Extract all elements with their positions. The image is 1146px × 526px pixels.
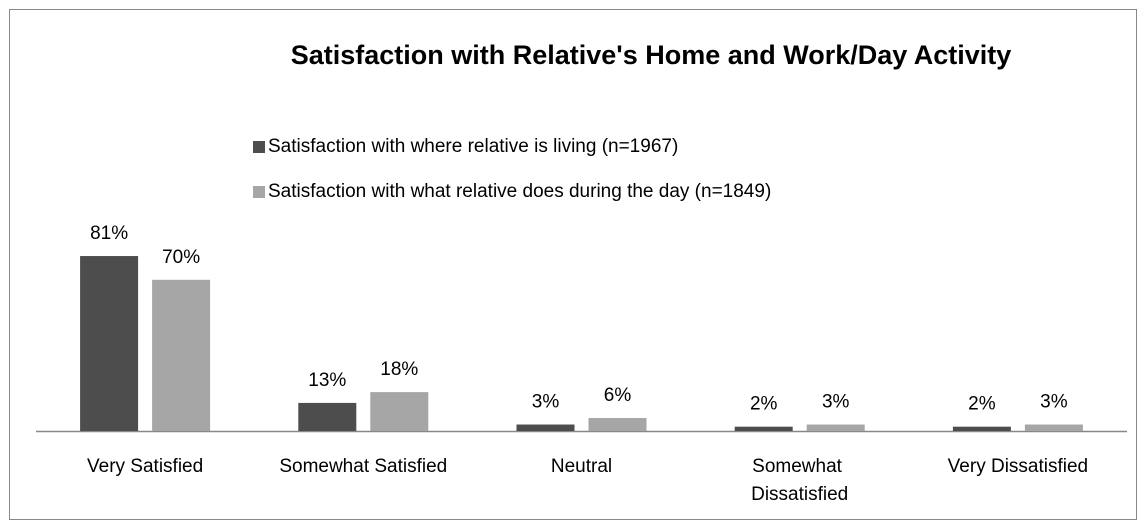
- bar: [734, 426, 793, 431]
- x-tick-label: Very Dissatisfied: [948, 456, 1088, 477]
- bar: [152, 279, 211, 431]
- x-tick-label: Somewhat Satisfied: [279, 456, 447, 477]
- legend-swatch: [253, 186, 265, 198]
- x-tick-label: Somewhat Dissatisfied: [751, 456, 848, 505]
- x-tick-label: Very Satisfied: [87, 456, 203, 477]
- bar: [806, 424, 865, 431]
- bar: [370, 392, 429, 431]
- data-label: 3%: [532, 392, 560, 413]
- data-label: 6%: [604, 385, 632, 406]
- data-label: 18%: [380, 359, 418, 380]
- bar: [1024, 424, 1083, 431]
- bar: [298, 402, 357, 431]
- data-label: 81%: [90, 223, 128, 244]
- legend-label: Satisfaction with where relative is livi…: [268, 136, 678, 157]
- data-label: 13%: [308, 370, 346, 391]
- chart-title: Satisfaction with Relative's Home and Wo…: [291, 40, 1012, 70]
- legend-label: Satisfaction with what relative does dur…: [268, 181, 771, 202]
- data-label: 2%: [968, 394, 996, 415]
- legend-swatch: [253, 141, 265, 153]
- data-label: 3%: [1040, 392, 1068, 413]
- data-label: 3%: [822, 392, 850, 413]
- chart-border: [9, 9, 1137, 520]
- data-label: 2%: [750, 394, 778, 415]
- bar: [952, 426, 1011, 431]
- bar: [516, 424, 575, 431]
- x-tick-label: Neutral: [551, 456, 612, 477]
- bar: [80, 256, 139, 431]
- bar: [588, 418, 647, 431]
- data-label: 70%: [162, 247, 200, 268]
